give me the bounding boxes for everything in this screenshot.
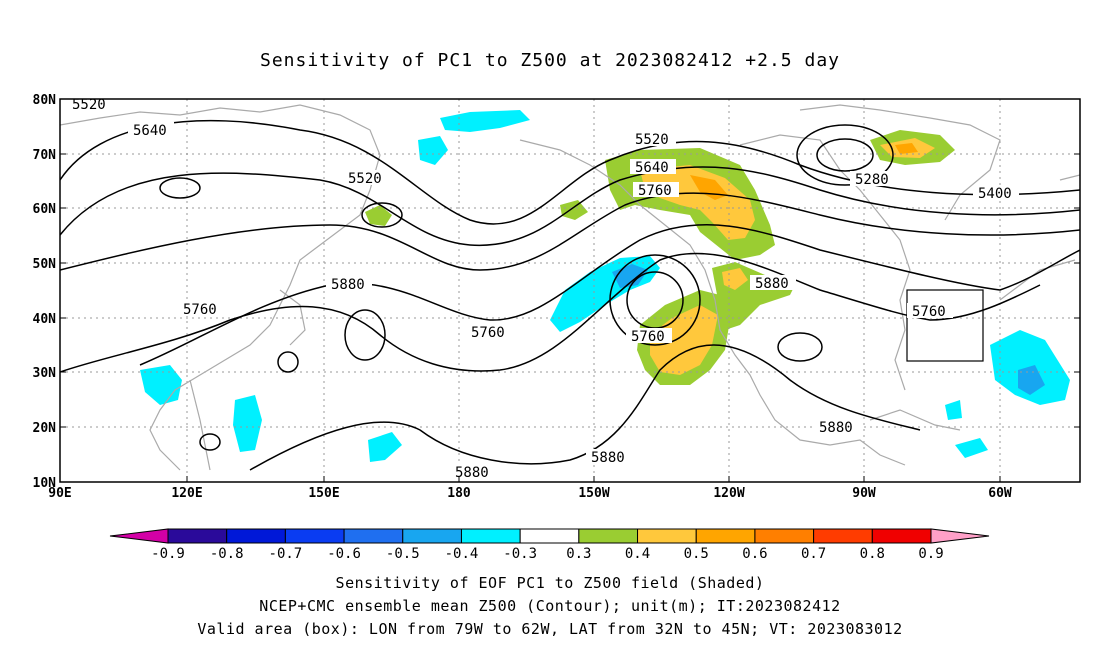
colorbar-cell — [578, 528, 639, 544]
colorbar-cell — [754, 528, 815, 544]
contour-label: 5640 — [635, 160, 669, 176]
shade-negative-pacific — [550, 256, 660, 332]
valid-area-box — [906, 289, 984, 362]
shade-negative-arctic-1 — [440, 110, 530, 132]
lon-label: 120W — [713, 486, 744, 501]
colorbar-low-arrow — [109, 528, 169, 544]
lon-label: 90W — [852, 486, 876, 501]
figure-title: Sensitivity of PC1 to Z500 at 2023082412… — [259, 50, 840, 71]
colorbar-cell — [167, 528, 228, 544]
contour-label: 5760 — [638, 183, 672, 199]
lat-label: 30N — [33, 366, 57, 381]
contour-label: 5760 — [631, 329, 665, 345]
colorbar-cell — [519, 528, 580, 544]
lon-label: 60W — [988, 486, 1012, 501]
coastlines — [60, 104, 1080, 471]
contour-label: 5880 — [455, 465, 489, 481]
map-content — [60, 99, 1080, 482]
shade-negative-asia-1 — [140, 365, 182, 405]
colorbar-cell — [637, 528, 697, 544]
contour-label: 5400 — [978, 186, 1012, 202]
shade-negative-atlantic-3 — [955, 438, 988, 458]
colorbar-cell — [284, 528, 345, 544]
caption-line-2: NCEP+CMC ensemble mean Z500 (Contour); u… — [259, 597, 841, 615]
contour-label: 5640 — [133, 123, 167, 139]
colorbar-label: -0.5 — [386, 546, 420, 562]
colorbar-high-arrow — [930, 528, 990, 544]
contour-label: 5880 — [591, 450, 625, 466]
frame-ticks — [60, 153, 1080, 482]
colorbar-label: -0.4 — [445, 546, 479, 562]
colorbar-label: 0.9 — [918, 546, 943, 562]
colorbar-cell — [871, 528, 932, 544]
colorbar-cell — [460, 528, 521, 544]
colorbar-label: 0.6 — [742, 546, 767, 562]
gridlines — [60, 99, 1080, 482]
colorbar-label: -0.7 — [269, 546, 303, 562]
contour-label: 5880 — [331, 277, 365, 293]
contour-label: 5760 — [471, 325, 505, 341]
lon-label: 90E — [48, 486, 71, 501]
colorbar-label: 0.4 — [625, 546, 650, 562]
z500-contours — [60, 119, 1080, 471]
contour-labels: 5520 5640 5520 5520 5640 5760 5280 5400 … — [67, 96, 1019, 481]
colorbar-cell — [402, 528, 462, 544]
colorbar-label: 0.3 — [566, 546, 591, 562]
colorbar-cell — [226, 528, 286, 544]
shade-positive-greenland-orange — [895, 143, 918, 154]
lon-label: 150W — [578, 486, 609, 501]
contour-label: 5520 — [72, 97, 106, 113]
shade-negative-asia-2 — [233, 395, 262, 452]
lat-label: 10N — [33, 476, 57, 491]
colorbar-label: 0.5 — [684, 546, 709, 562]
colorbar-cell — [695, 528, 756, 544]
shade-positive-bering — [560, 200, 588, 220]
shade-negative-atlantic-2 — [945, 400, 962, 420]
lon-label: 150E — [308, 486, 339, 501]
contour-label: 5880 — [819, 420, 853, 436]
contour-label: 5760 — [912, 304, 946, 320]
shade-positive-westus-yellow — [650, 305, 718, 375]
contour-label: 5880 — [755, 276, 789, 292]
lon-label: 120E — [171, 486, 202, 501]
contour-label: 5520 — [348, 171, 382, 187]
colorbar-label: -0.8 — [210, 546, 244, 562]
lat-label: 40N — [33, 312, 57, 327]
lat-label: 60N — [33, 202, 57, 217]
colorbar-label: -0.6 — [327, 546, 361, 562]
lat-label: 70N — [33, 148, 57, 163]
contour-label: 5520 — [635, 132, 669, 148]
latitude-labels: 80N 70N 60N 50N 40N 30N 20N 10N — [33, 93, 57, 491]
colorbar-label: 0.8 — [860, 546, 885, 562]
shade-positive-kamchatka — [365, 205, 392, 226]
colorbar-label: -0.3 — [503, 546, 537, 562]
colorbar-label: -0.9 — [151, 546, 185, 562]
contour-label: 5760 — [183, 302, 217, 318]
colorbar-cell — [343, 528, 404, 544]
colorbar-cell — [813, 528, 873, 544]
contour-label: 5280 — [855, 172, 889, 188]
caption-line-1: Sensitivity of EOF PC1 to Z500 field (Sh… — [335, 574, 765, 592]
longitude-labels: 90E 120E 150E 180 150W 120W 90W 60W — [48, 486, 1012, 501]
lat-label: 80N — [33, 93, 57, 108]
colorbar: -0.9 -0.8 -0.7 -0.6 -0.5 -0.4 -0.3 0.3 0.4 0.5 0.6… — [109, 528, 990, 562]
lat-label: 20N — [33, 421, 57, 436]
shade-negative-asia-3 — [368, 432, 402, 462]
lat-label: 50N — [33, 257, 57, 272]
colorbar-label: 0.7 — [801, 546, 826, 562]
shade-negative-arctic-2 — [418, 136, 448, 165]
map-frame — [59, 98, 1081, 483]
lon-label: 180 — [447, 486, 471, 501]
caption-line-3: Valid area (box): LON from 79W to 62W, L… — [197, 620, 903, 638]
